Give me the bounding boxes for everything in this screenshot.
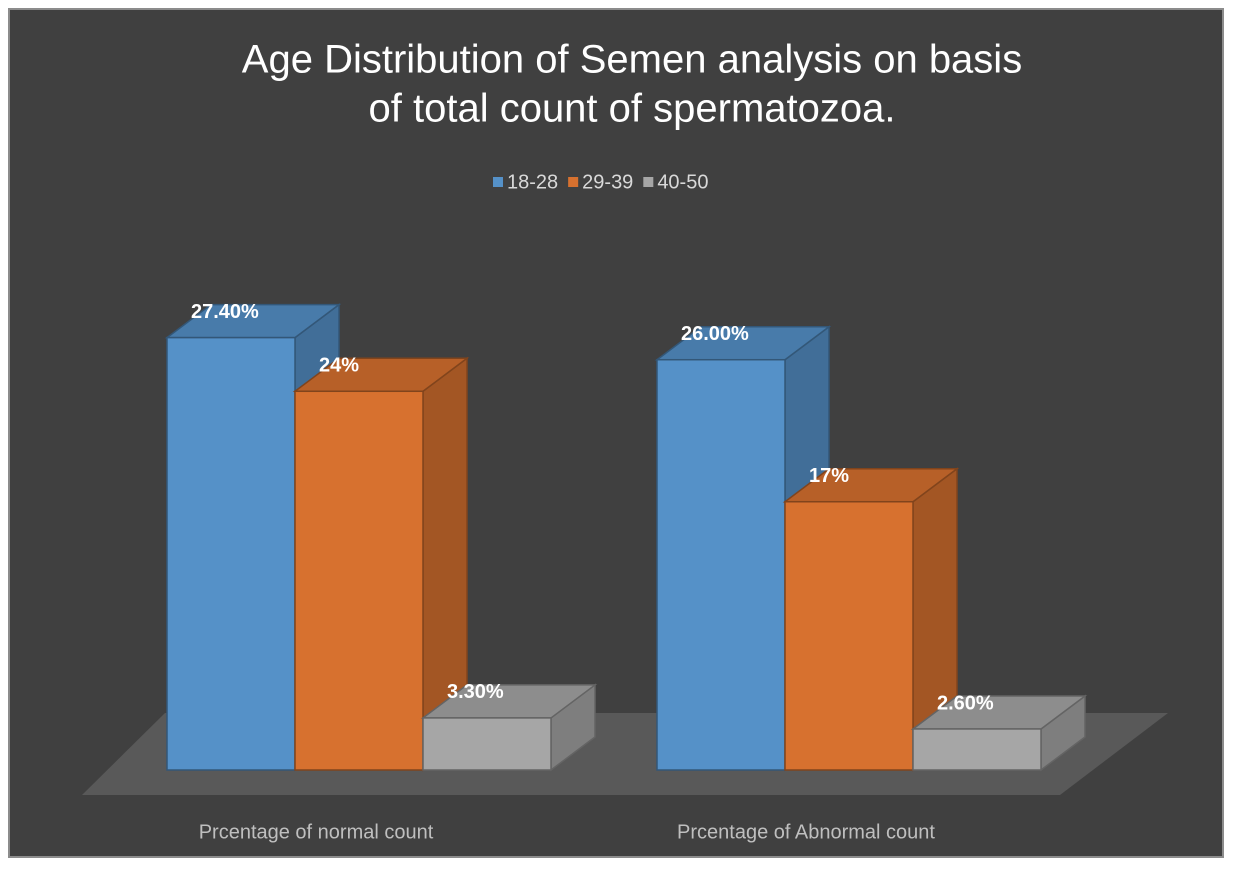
legend-label: 29-39 [582,171,633,193]
bar-front [422,717,552,771]
legend-label: 18-28 [507,171,558,193]
data-label: 17% [809,465,849,487]
bar [292,356,470,772]
bar [420,683,598,772]
legend-label: 40-50 [657,171,708,193]
data-label: 3.30% [447,681,504,703]
chart-title: Age Distribution of Semen analysis on ba… [242,38,1022,82]
data-label: 26.00% [681,323,749,345]
bar [910,694,1088,772]
bar-front [912,728,1042,771]
bar-front [294,390,424,771]
legend-swatch [568,177,579,187]
data-label: 2.60% [937,692,994,714]
bar-front [784,500,914,771]
data-label: 24% [319,355,359,377]
bar [782,467,960,772]
x-tick-label: Prcentage of Abnormal count [677,821,935,843]
x-tick-label: Prcentage of normal count [199,821,434,843]
legend-swatch [493,177,503,187]
bar-front [656,358,786,771]
legend-swatch [643,177,654,187]
chart-title: of total count of spermatozoa. [369,87,896,131]
bar-front [166,336,296,771]
data-label: 27.40% [191,301,259,323]
